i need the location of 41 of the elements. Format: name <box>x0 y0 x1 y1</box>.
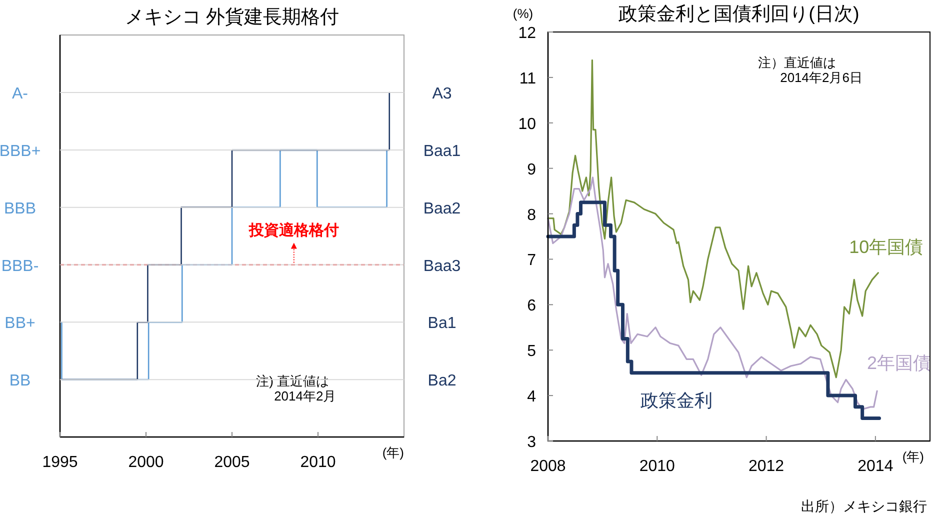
series-label: 政策金利 <box>640 390 712 410</box>
y-tick-label: 11 <box>519 70 536 88</box>
text: BB+ <box>4 315 36 332</box>
y-tick-label: 4 <box>527 388 536 406</box>
text: Baa2 <box>423 200 461 218</box>
annotation: 注）直近値は 2014年2月6日 <box>758 55 862 85</box>
y-tick-label: 8 <box>527 206 536 224</box>
text: A3 <box>432 86 452 103</box>
chart-title: 政策金利と国債利回り(日次) <box>618 4 860 25</box>
x-tick-label: 1995 <box>42 454 78 471</box>
y-tick-label: 9 <box>527 161 536 178</box>
y-axis-title: (%) <box>512 6 534 21</box>
x-axis-title: (年) <box>382 445 404 460</box>
x-tick-label: 2008 <box>530 458 566 475</box>
y-tick-label: 12 <box>518 25 536 42</box>
text: Ba1 <box>428 315 456 332</box>
text: BBB <box>4 200 36 218</box>
text: 出所）メキシコ銀行 <box>801 498 927 514</box>
x-tick-label: 2010 <box>639 458 676 475</box>
x-tick-label: 2005 <box>214 454 250 471</box>
x-tick-label: 2010 <box>300 454 336 471</box>
x-tick-label: 2000 <box>128 454 164 471</box>
text: BB <box>9 372 31 390</box>
text: BBB+ <box>0 142 41 160</box>
y-tick-label: 5 <box>527 343 536 360</box>
y-tick-label: 7 <box>527 252 536 270</box>
x-tick-label: 2012 <box>748 458 784 475</box>
text: Baa1 <box>423 142 461 160</box>
chart-title: メキシコ 外貨建長期格付 <box>124 7 340 28</box>
y-tick-label: 10 <box>518 116 536 133</box>
text: Ba2 <box>428 372 456 390</box>
y-tick-label: 6 <box>527 298 536 315</box>
text: BBB- <box>1 258 39 275</box>
ref-line-label: 投資適格格付 <box>248 220 339 239</box>
series-label: 2年国債 <box>867 353 932 374</box>
y-tick-label: 3 <box>527 434 536 451</box>
x-tick-label: 2014 <box>858 458 894 475</box>
series-label: 10年国債 <box>849 236 924 257</box>
x-axis-title: (年) <box>902 449 924 464</box>
text: Baa3 <box>423 258 461 275</box>
text: A- <box>12 86 28 103</box>
